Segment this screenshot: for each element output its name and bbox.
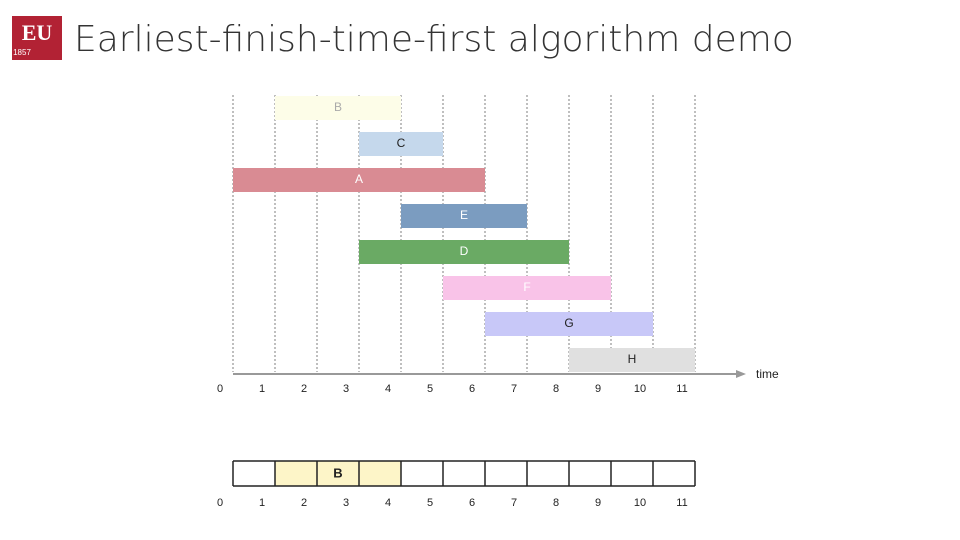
- job-label: C: [397, 136, 406, 150]
- schedule-tick-label: 8: [553, 497, 559, 509]
- tick-label: 11: [676, 383, 687, 395]
- logo-year: 1857: [13, 48, 31, 57]
- job-label: F: [523, 280, 530, 294]
- tick-label: 1: [259, 383, 265, 395]
- schedule-tick-label: 0: [217, 497, 223, 509]
- schedule-tick-label: 6: [469, 497, 475, 509]
- selected-job: [275, 461, 401, 486]
- job-bar: [359, 132, 443, 156]
- schedule-tick-label: 3: [343, 497, 349, 509]
- axis-label: time: [756, 367, 779, 381]
- job-bar: [443, 276, 611, 300]
- job-label: B: [334, 100, 342, 114]
- job-bar: [485, 312, 653, 336]
- logo-box: [12, 16, 62, 60]
- job-label: G: [564, 316, 573, 330]
- logo-text: EU: [22, 20, 53, 45]
- schedule-tick-label: 1: [259, 497, 265, 509]
- schedule-tick-label: 9: [595, 497, 601, 509]
- selected-label: B: [333, 465, 342, 480]
- tick-label: 10: [634, 383, 646, 395]
- tick-label: 6: [469, 383, 475, 395]
- tick-label: 2: [301, 383, 307, 395]
- axis-arrow: [736, 370, 746, 378]
- job-label: D: [460, 244, 469, 258]
- job-label: E: [460, 208, 468, 222]
- tick-label: 3: [343, 383, 349, 395]
- tick-label: 5: [427, 383, 433, 395]
- tick-label: 4: [385, 383, 391, 395]
- job-bar: [401, 204, 527, 228]
- job-label: A: [355, 172, 363, 186]
- tick-label: 9: [595, 383, 601, 395]
- tick-label: 8: [553, 383, 559, 395]
- tick-label: 0: [217, 383, 223, 395]
- tick-label: 7: [511, 383, 517, 395]
- job-bar: [233, 168, 485, 192]
- schedule-tick-label: 4: [385, 497, 391, 509]
- job-bar: [359, 240, 569, 264]
- job-bar: [275, 96, 401, 120]
- job-bar: [569, 348, 695, 372]
- schedule-tick-label: 5: [427, 497, 433, 509]
- schedule-tick-label: 11: [676, 497, 687, 509]
- job-label: H: [628, 352, 637, 366]
- schedule-tick-label: 2: [301, 497, 307, 509]
- schedule-tick-label: 10: [634, 497, 646, 509]
- schedule-tick-label: 7: [511, 497, 517, 509]
- title: Earliest-finish-time-first algorithm dem…: [74, 19, 794, 60]
- logo: EU 1857: [12, 16, 62, 60]
